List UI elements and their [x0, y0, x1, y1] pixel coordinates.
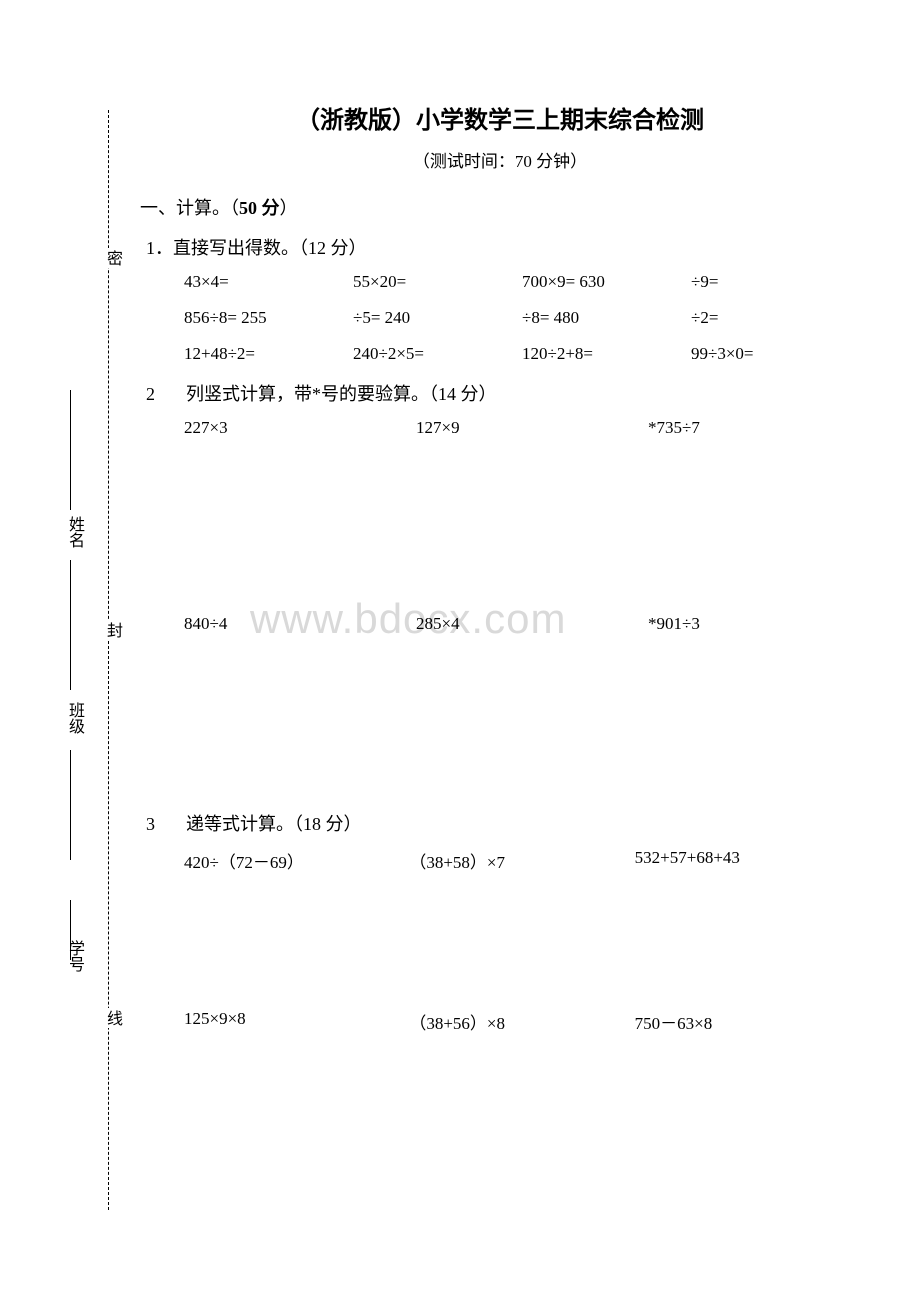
section-1-heading: 一、计算。（50 分） [140, 194, 860, 220]
q2-workspace-2 [140, 650, 860, 810]
q1-r2-c4: ÷2= [691, 308, 860, 328]
section-1-suffix: ） [280, 198, 298, 218]
margin-bar-1 [70, 390, 71, 510]
q2-r1-c1: 227×3 [184, 418, 396, 438]
margin-label-mi: 密 [100, 248, 124, 268]
q2-heading: 2列竖式计算，带*号的要验算。（14 分） [140, 380, 860, 406]
exam-title: （浙教版）小学数学三上期末综合检测 [140, 100, 860, 135]
margin-bar-2 [70, 560, 71, 690]
q3-r2-c2: （38+56）×8 [409, 1009, 634, 1034]
q3-row-1: 420÷（72－69） （38+58）×7 532+57+68+43 [140, 848, 860, 873]
q1-r3-c2: 240÷2×5= [353, 344, 522, 364]
q1-label: 1．直接写出得数。（12 分） [140, 234, 860, 260]
q3-r2-c3: 750－63×8 [635, 1009, 860, 1034]
q1-r1-c3: 700×9= 630 [522, 272, 691, 292]
q2-index: 2 [146, 384, 186, 405]
q3-r1-c3: 532+57+68+43 [635, 848, 860, 873]
q1-r1-c2: 55×20= [353, 272, 522, 292]
margin-label-class: 班级 [62, 702, 86, 734]
exam-subtitle: （测试时间：70 分钟） [140, 147, 860, 172]
q3-label: 递等式计算。（18 分） [186, 814, 362, 834]
margin-label-feng: 封 [100, 620, 124, 640]
q1-r2-c1: 856÷8= 255 [184, 308, 353, 328]
section-1-points: 50 分 [239, 198, 280, 218]
q2-r2-c1: 840÷4 [184, 614, 396, 634]
binding-dashed-line [108, 110, 109, 1210]
q1-r1-c1: 43×4= [184, 272, 353, 292]
q2-row-2: 840÷4 285×4 *901÷3 [140, 614, 860, 634]
section-1-prefix: 一、计算。（ [140, 198, 239, 218]
q1-r3-c1: 12+48÷2= [184, 344, 353, 364]
q1-r1-c4: ÷9= [691, 272, 860, 292]
q3-workspace-1 [140, 889, 860, 1009]
q2-label: 列竖式计算，带*号的要验算。（14 分） [186, 384, 497, 404]
margin-label-name: 姓名 [62, 516, 86, 548]
q3-row-2: 125×9×8 （38+56）×8 750－63×8 [140, 1009, 860, 1034]
q2-r1-c3: *735÷7 [648, 418, 860, 438]
q3-r1-c1: 420÷（72－69） [184, 848, 409, 873]
q2-row-1: 227×3 127×9 *735÷7 [140, 418, 860, 438]
margin-bar-3 [70, 750, 71, 860]
q3-heading: 3递等式计算。（18 分） [140, 810, 860, 836]
q1-r2-c3: ÷8= 480 [522, 308, 691, 328]
q2-workspace-1 [140, 454, 860, 614]
q1-row-3: 12+48÷2= 240÷2×5= 120÷2+8= 99÷3×0= [140, 344, 860, 364]
page-content: （浙教版）小学数学三上期末综合检测 （测试时间：70 分钟） 一、计算。（50 … [140, 100, 860, 1034]
q1-r3-c3: 120÷2+8= [522, 344, 691, 364]
margin-label-xian: 线 [100, 1008, 124, 1028]
q2-r1-c2: 127×9 [416, 418, 628, 438]
q1-r2-c2: ÷5= 240 [353, 308, 522, 328]
q1-row-2: 856÷8= 255 ÷5= 240 ÷8= 480 ÷2= [140, 308, 860, 328]
q2-r2-c3: *901÷3 [648, 614, 860, 634]
q3-index: 3 [146, 814, 186, 835]
margin-label-id: 学号 [62, 940, 86, 972]
q3-r1-c2: （38+58）×7 [409, 848, 634, 873]
q1-row-1: 43×4= 55×20= 700×9= 630 ÷9= [140, 272, 860, 292]
q3-r2-c1: 125×9×8 [184, 1009, 409, 1034]
q2-r2-c2: 285×4 [416, 614, 628, 634]
q1-r3-c4: 99÷3×0= [691, 344, 860, 364]
